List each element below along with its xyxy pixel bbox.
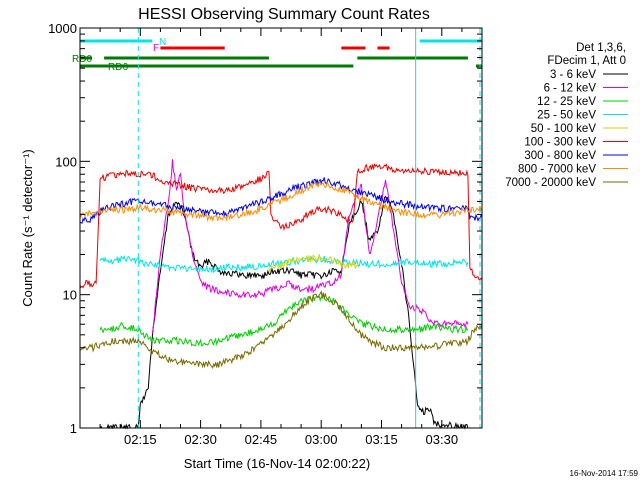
- legend-label-0: 3 - 6 keV: [550, 69, 596, 81]
- series-line-3: [99, 254, 469, 274]
- y-tick-label-2: 100: [55, 154, 77, 169]
- x-tick-label-3: 03:00: [305, 432, 338, 447]
- timestamp-stamp: 16-Nov-2014 17:59: [570, 469, 639, 478]
- y-tick-label-3: 1000: [48, 21, 77, 36]
- y-axis: 1 10 100 1000: [48, 21, 482, 436]
- legend-label-6: 300 - 800 keV: [524, 150, 596, 162]
- flag-f-label: F: [153, 43, 159, 54]
- legend-label-5: 100 - 300 keV: [524, 137, 596, 149]
- y-tick-label-1: 10: [63, 288, 77, 303]
- flag-rd6-label: RD6: [108, 62, 128, 73]
- x-axis-label: Start Time (16-Nov-14 02:00:22): [184, 456, 370, 471]
- flag-rd0-label: RD0: [72, 54, 92, 65]
- series-line-6: [80, 177, 483, 224]
- legend-header-line-1: Det 1,3,6,: [576, 42, 626, 54]
- legend-label-7: 800 - 7000 keV: [518, 164, 596, 176]
- x-tick-label-1: 02:30: [184, 432, 217, 447]
- x-tick-label-0: 02:15: [124, 432, 157, 447]
- series-line-2: [99, 292, 469, 347]
- data-layer: [79, 159, 483, 430]
- series-line-0: [99, 195, 469, 430]
- y-axis-label: Count Rate (s⁻¹ detector⁻¹): [20, 149, 35, 307]
- x-tick-label-2: 02:45: [245, 432, 278, 447]
- legend: Det 1,3,6, FDecim 1, Att 0 3 - 6 keV 6 - …: [505, 42, 628, 189]
- legend-label-1: 6 - 12 keV: [544, 83, 597, 95]
- legend-label-2: 12 - 25 keV: [537, 96, 596, 108]
- flag-n-label: N: [159, 37, 166, 48]
- legend-label-3: 25 - 50 keV: [537, 110, 596, 122]
- series-line-7: [79, 180, 483, 223]
- chart-title: HESSI Observing Summary Count Rates: [138, 6, 430, 23]
- series-line-4: [268, 254, 358, 273]
- flag-layer: NF RD0 RD6: [72, 28, 482, 428]
- legend-header-line-2: FDecim 1, Att 0: [547, 55, 626, 67]
- legend-label-8: 7000 - 20000 keV: [505, 177, 596, 189]
- series-line-5: [79, 163, 483, 289]
- y-tick-label-0: 1: [70, 421, 77, 436]
- series-line-8: [79, 290, 483, 369]
- x-axis: 02:15 02:30 02:45 03:00 03:15 03:30: [79, 28, 483, 447]
- x-tick-label-4: 03:15: [365, 432, 398, 447]
- legend-label-4: 50 - 100 keV: [531, 123, 597, 135]
- x-tick-label-5: 03:30: [426, 432, 459, 447]
